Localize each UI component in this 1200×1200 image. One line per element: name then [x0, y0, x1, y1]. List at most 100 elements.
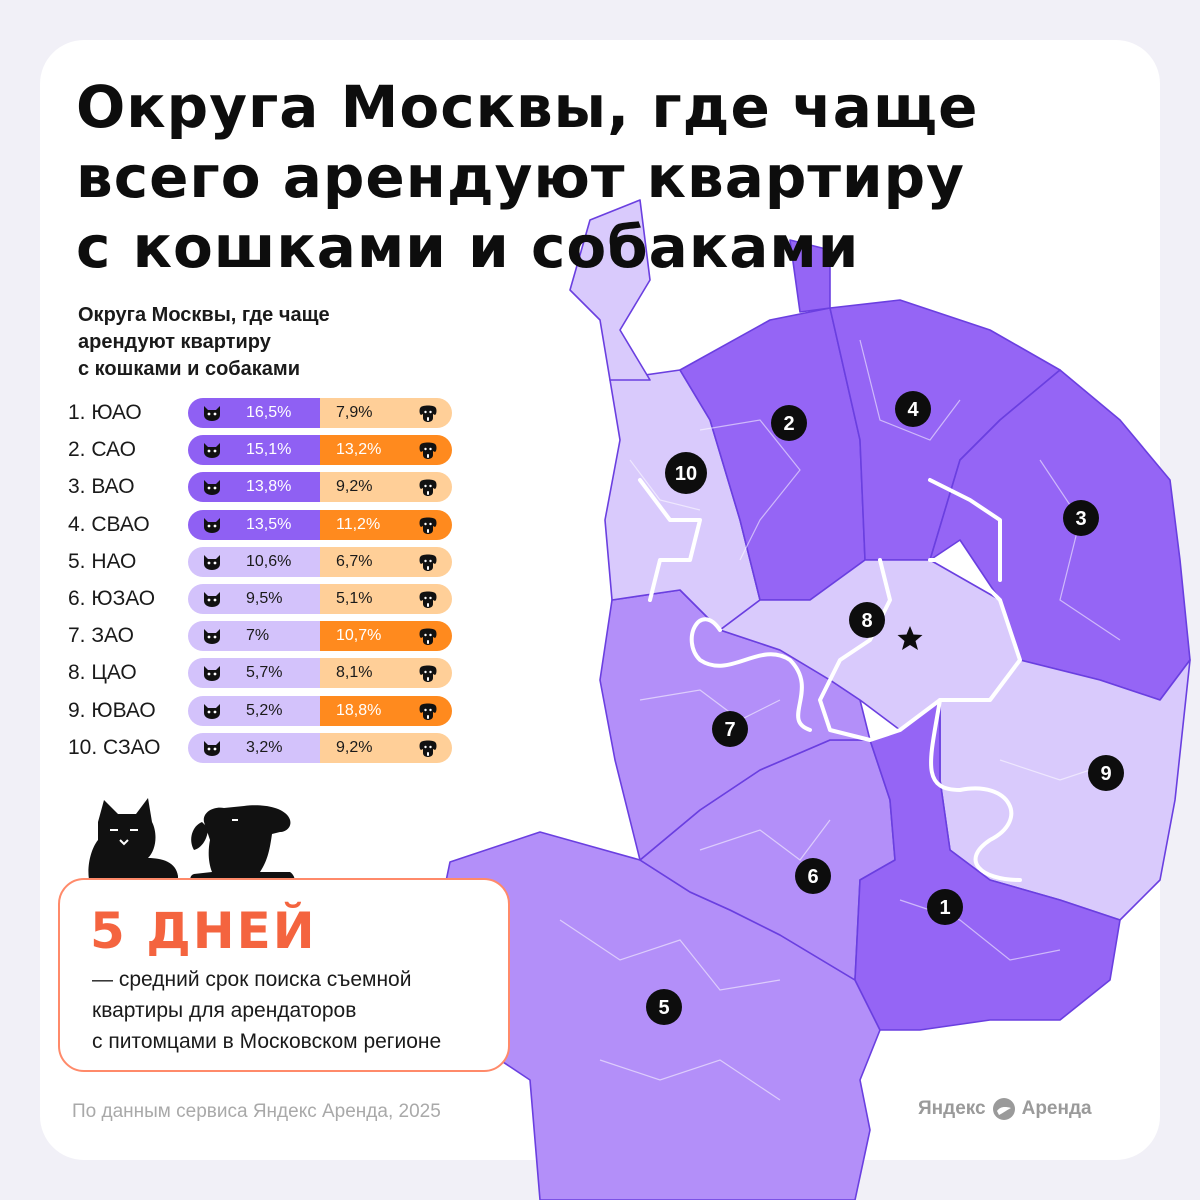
dog-share-value: 10,7% [336, 627, 382, 645]
brand-logo: Яндекс Аренда [918, 1094, 1092, 1124]
cat-share-segment: 9,5% [188, 583, 320, 614]
district-label: 8. ЦАО [68, 661, 137, 685]
cat-share-value: 15,1% [246, 441, 292, 459]
share-bar: 5,7% 8,1% [188, 658, 452, 689]
district-pin-2: 2 [771, 405, 807, 441]
dog-share-value: 6,7% [336, 552, 373, 570]
dog-share-segment: 13,2% [320, 435, 452, 466]
share-bar: 16,5% 7,9% [188, 398, 452, 428]
yandex-arenda-logo-icon [992, 1098, 1015, 1120]
legend-subtitle-line-1: Округа Москвы, где чаще [78, 304, 330, 326]
cat-share-segment: 15,1% [188, 435, 320, 466]
dog-share-value: 9,2% [336, 478, 373, 496]
cat-face-icon [204, 703, 220, 719]
district-pin-6: 6 [795, 858, 831, 894]
legend-subtitle: Округа Москвы, где чаще арендуют квартир… [78, 302, 408, 383]
dog-share-segment: 10,7% [320, 621, 452, 652]
dog-share-segment: 6,7% [320, 546, 452, 577]
district-zelenograd-spur [789, 239, 831, 313]
dog-face-icon [419, 442, 437, 460]
district-pin-3: 3 [1063, 500, 1099, 536]
district-pin-1: 1 [927, 889, 963, 925]
ranking-row-1: 1. ЮАО 16,5% 7,9% [68, 398, 458, 428]
callout-description: — средний срок поиска съемной квартиры д… [92, 964, 502, 1057]
cat-share-segment: 5,7% [188, 658, 320, 689]
dog-face-icon [419, 591, 437, 608]
callout-line-2: квартиры для арендаторов [92, 999, 357, 1022]
ranking-row-6: 6. ЮЗАО 9,5% 5,1% [68, 583, 458, 614]
share-bar: 15,1% 13,2% [188, 435, 452, 466]
ranking-row-7: 7. ЗАО 7% 10,7% [68, 621, 458, 652]
cat-face-icon [204, 629, 220, 645]
brand-word-arenda: Аренда [1021, 1098, 1092, 1119]
svg-text:7: 7 [724, 719, 735, 741]
district-label: 10. СЗАО [68, 735, 161, 759]
dog-face-icon [419, 665, 437, 683]
cat-share-segment: 16,5% [188, 398, 320, 428]
cat-silhouette-icon [88, 798, 178, 884]
cat-share-segment: 13,5% [188, 509, 320, 540]
dog-share-segment: 18,8% [320, 695, 452, 726]
svg-text:8: 8 [861, 610, 872, 632]
dog-share-value: 9,2% [336, 738, 373, 756]
ranking-row-8: 8. ЦАО 5,7% 8,1% [68, 658, 458, 689]
ranking-row-5: 5. НАО 10,6% 6,7% [68, 546, 458, 577]
ranking-row-9: 9. ЮВАО 5,2% 18,8% [68, 695, 458, 726]
dog-face-icon [419, 554, 437, 571]
svg-text:3: 3 [1075, 508, 1086, 530]
cat-share-segment: 7% [188, 621, 320, 652]
svg-text:1: 1 [939, 897, 950, 919]
ranking-row-10: 10. СЗАО 3,2% 9,2% [68, 732, 458, 763]
district-yuao [854, 699, 1121, 1031]
district-label: 1. ЮАО [68, 401, 142, 424]
dog-share-segment: 5,1% [320, 583, 452, 614]
cat-share-value: 10,6% [246, 552, 292, 570]
district-pin-4: 4 [895, 391, 931, 427]
dog-face-icon [419, 517, 437, 534]
share-bar: 13,5% 11,2% [188, 509, 452, 540]
callout-line-3: с питомцами в Московском регионе [92, 1030, 442, 1053]
cat-share-value: 13,5% [246, 515, 292, 533]
dog-share-segment: 7,9% [320, 398, 452, 428]
cat-share-value: 16,5% [246, 404, 292, 421]
star-icon [897, 626, 923, 650]
district-label: 6. ЮЗАО [68, 586, 156, 610]
district-pin-9: 9 [1088, 755, 1124, 791]
cat-share-value: 13,8% [246, 478, 292, 496]
title-line-1: Округа Москвы, где чаще [76, 73, 979, 141]
dog-face-icon [419, 740, 437, 757]
svg-text:9: 9 [1100, 763, 1111, 785]
district-label: 3. ВАО [68, 475, 135, 499]
district-label: 2. САО [68, 438, 136, 462]
district-pin-10: 10 [665, 452, 707, 494]
cat-share-value: 9,5% [246, 589, 283, 607]
dog-share-value: 8,1% [336, 664, 373, 682]
cat-share-segment: 3,2% [188, 732, 320, 763]
callout-headline: 5 ДНЕЙ [90, 902, 317, 960]
cat-face-icon [204, 406, 220, 421]
callout-line-1: — средний срок поиска съемной [92, 968, 412, 991]
dog-face-icon [419, 479, 437, 497]
legend-subtitle-line-3: с кошками и собаками [78, 358, 300, 380]
cat-share-segment: 5,2% [188, 695, 320, 726]
cat-and-dog-illustration [88, 798, 295, 884]
district-label: 9. ЮВАО [68, 698, 156, 722]
source-note: По данным сервиса Яндекс Аренда, 2025 [72, 1101, 441, 1122]
district-pin-7: 7 [712, 711, 748, 747]
cat-face-icon [204, 666, 220, 682]
dog-face-icon [419, 703, 437, 720]
share-bar: 7% 10,7% [188, 621, 452, 652]
title-line-3: с кошками и собаками [76, 213, 860, 281]
share-bar: 9,5% 5,1% [188, 583, 452, 614]
cat-share-segment: 13,8% [188, 472, 320, 503]
cat-face-icon [204, 591, 220, 607]
district-ranking-list: 1. ЮАО 16,5% 7,9% 2. САО [68, 398, 458, 770]
dog-silhouette-icon [190, 805, 295, 884]
brand-word-yandex: Яндекс [918, 1098, 986, 1119]
dog-share-value: 5,1% [336, 589, 373, 607]
dog-face-icon [419, 405, 437, 422]
legend-subtitle-line-2: арендуют квартиру [78, 331, 271, 353]
share-bar: 3,2% 9,2% [188, 732, 452, 763]
cat-face-icon [204, 517, 220, 533]
